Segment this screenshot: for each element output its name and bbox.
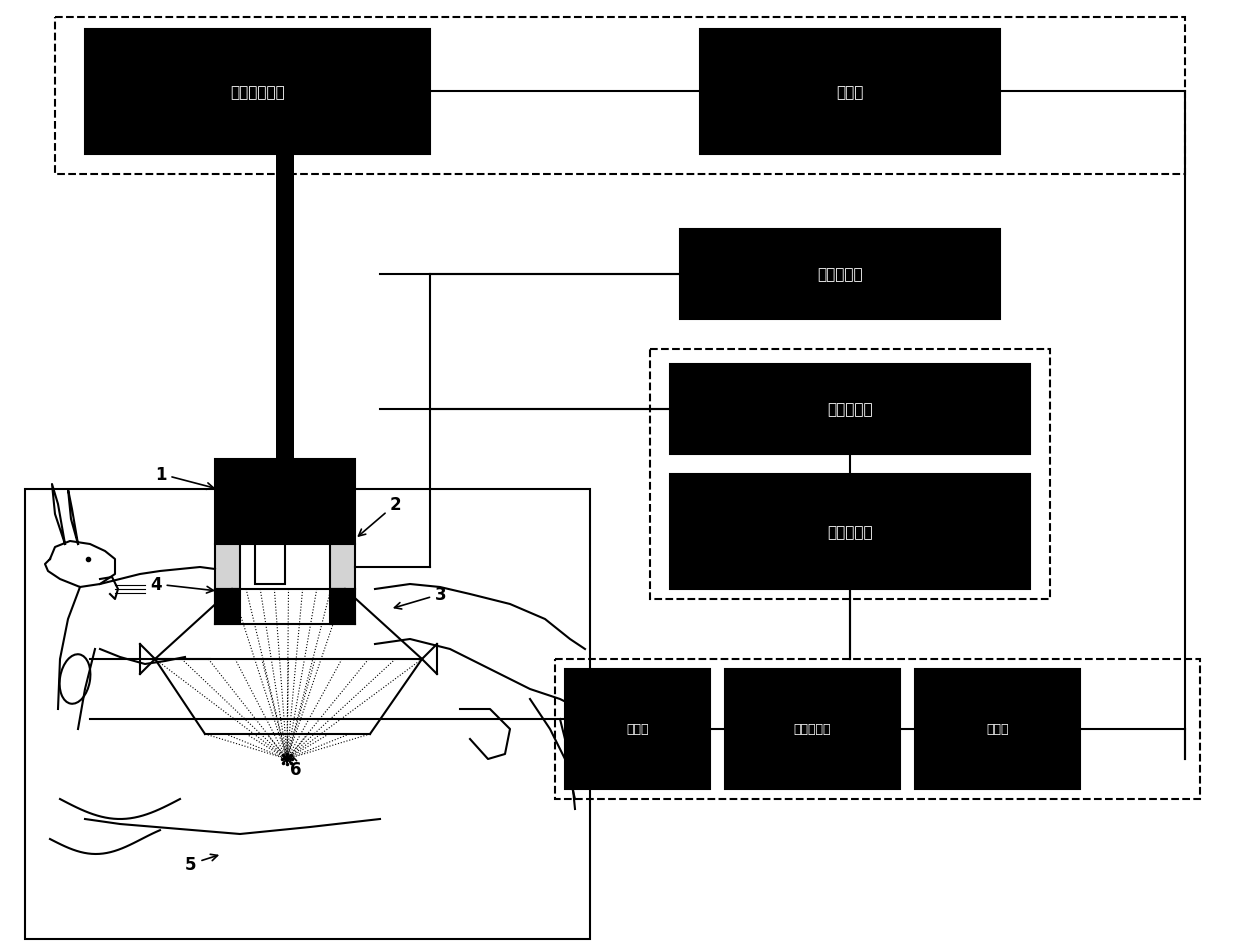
Bar — [725, 669, 900, 789]
Bar — [670, 365, 1030, 454]
Bar — [255, 545, 285, 585]
Bar — [55, 18, 1185, 175]
Bar — [650, 349, 1050, 600]
Bar — [330, 589, 355, 625]
Bar — [680, 229, 999, 320]
Bar — [565, 669, 711, 789]
Text: 数据采集卡: 数据采集卡 — [794, 723, 831, 736]
Bar — [915, 669, 1080, 789]
Bar — [701, 30, 999, 155]
Bar — [25, 489, 590, 939]
Text: 功率放大器: 功率放大器 — [827, 525, 873, 540]
Text: 计算机: 计算机 — [626, 723, 649, 736]
Text: 超声诊断仪: 超声诊断仪 — [817, 268, 863, 282]
Bar — [277, 155, 294, 460]
Text: 功率计: 功率计 — [836, 85, 864, 100]
Bar — [215, 460, 355, 545]
Text: 打印机: 打印机 — [986, 723, 1009, 736]
Text: 1: 1 — [155, 466, 213, 490]
Bar — [86, 30, 430, 155]
Text: 信号发生器: 信号发生器 — [827, 402, 873, 417]
Text: 2: 2 — [358, 495, 402, 536]
Text: 4: 4 — [150, 575, 213, 593]
Text: 5: 5 — [185, 854, 217, 873]
Text: 超声波治疗仪: 超声波治疗仪 — [231, 85, 285, 100]
Text: 3: 3 — [394, 585, 446, 609]
Bar — [215, 545, 241, 589]
Text: 6: 6 — [290, 755, 301, 778]
Bar — [215, 589, 241, 625]
Bar — [556, 660, 1200, 799]
Bar — [330, 545, 355, 589]
Bar — [670, 474, 1030, 589]
